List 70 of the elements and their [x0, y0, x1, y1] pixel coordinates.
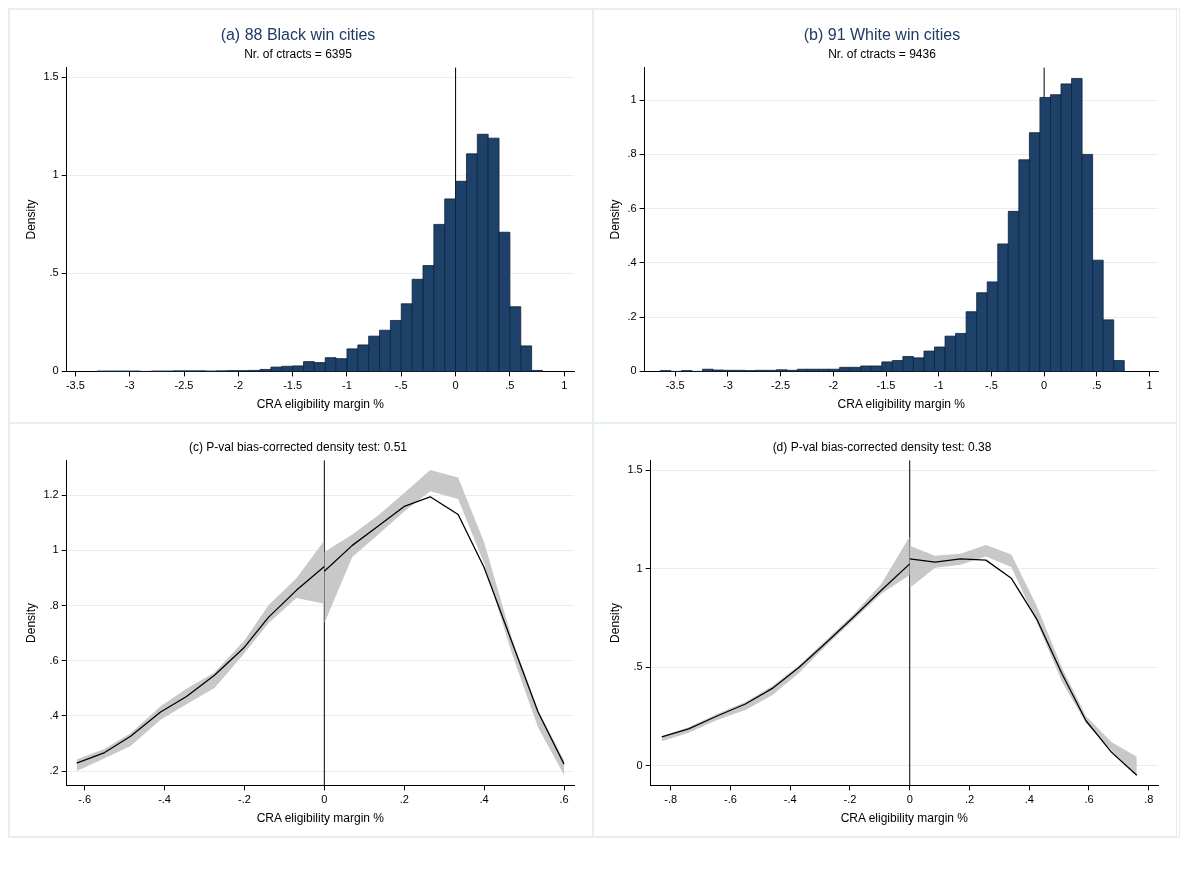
y-tick-label: .8 [627, 147, 637, 160]
y-tick-label: 0 [630, 364, 637, 377]
x-tick-label: -.8 [664, 793, 678, 806]
x-tick-label: -1 [933, 379, 944, 392]
y-tick-label: 0 [636, 758, 643, 771]
x-tick-label: -2.5 [174, 379, 194, 392]
x-tick-label: -.4 [158, 793, 171, 806]
x-tick-label: .8 [1144, 793, 1154, 806]
x-tick-label: .5 [505, 379, 515, 392]
x-tick-label: -3.5 [665, 379, 685, 392]
y-tick-label: .8 [49, 598, 59, 611]
chart-title: (c) P-val bias-corrected density test: 0.51 [188, 439, 408, 454]
y-tick-label: .5 [49, 266, 59, 279]
x-tick-label: -2.5 [771, 379, 791, 392]
x-tick-label: -2 [828, 379, 839, 392]
x-tick-label: .6 [1084, 793, 1094, 806]
y-axis-title: Density [607, 199, 622, 240]
y-tick-label: 1 [630, 93, 637, 106]
y-tick-label: 1.5 [627, 463, 643, 476]
x-axis-title: CRA eligibility margin % [840, 811, 969, 826]
x-tick-label: -.2 [238, 793, 251, 806]
x-tick-label: 0 [452, 379, 459, 392]
x-axis-title: CRA eligibility margin % [256, 397, 385, 412]
x-tick-label: -.6 [724, 793, 737, 806]
chart-title: (d) P-val bias-corrected density test: 0.38 [772, 439, 992, 454]
y-tick-label: 0 [52, 364, 59, 377]
chart-subtitle: Nr. of ctracts = 6395 [244, 46, 353, 61]
y-axis-title: Density [23, 602, 38, 643]
x-axis-title: CRA eligibility margin % [256, 811, 385, 826]
x-tick-label: -.6 [78, 793, 92, 806]
y-tick-label: .4 [49, 708, 59, 721]
x-tick-label: -.5 [985, 379, 998, 392]
x-tick-label: 1 [561, 379, 568, 392]
y-tick-label: 1 [52, 168, 59, 181]
x-axis-title: CRA eligibility margin % [837, 397, 966, 412]
y-tick-label: .2 [627, 310, 637, 323]
x-tick-label: -.2 [843, 793, 857, 806]
y-tick-label: .4 [627, 255, 637, 268]
x-tick-label: 0 [1041, 379, 1048, 392]
x-tick-label: -.4 [783, 793, 797, 806]
x-tick-label: .4 [479, 793, 489, 806]
y-tick-label: 1 [636, 561, 643, 574]
y-tick-label: 1 [52, 543, 59, 556]
x-tick-label: -3 [124, 379, 135, 392]
y-axis-title: Density [23, 199, 38, 240]
x-tick-label: .2 [399, 793, 409, 806]
y-tick-label: 1.5 [43, 70, 59, 83]
y-tick-label: .2 [49, 764, 59, 777]
x-tick-label: -1.5 [283, 379, 303, 392]
x-tick-label: 0 [321, 793, 328, 806]
x-tick-label: -2 [233, 379, 244, 392]
x-tick-label: .5 [1092, 379, 1102, 392]
chart-title: (a) 88 Black win cities [220, 26, 376, 44]
x-tick-label: .4 [1024, 793, 1034, 806]
x-tick-label: -1 [342, 379, 352, 392]
y-tick-label: .6 [49, 653, 59, 666]
y-axis-title: Density [607, 602, 622, 643]
chart-subtitle: Nr. of ctracts = 9436 [828, 46, 937, 61]
x-tick-label: 1 [1146, 379, 1153, 392]
x-tick-label: .2 [964, 793, 975, 806]
x-tick-label: -1.5 [876, 379, 896, 392]
y-tick-label: .6 [627, 201, 637, 214]
chart-title: (b) 91 White win cities [803, 26, 961, 44]
x-tick-label: -3.5 [65, 379, 85, 392]
x-tick-label: .6 [559, 793, 569, 806]
x-tick-label: -3 [722, 379, 733, 392]
x-tick-label: 0 [906, 793, 913, 806]
x-tick-label: -.5 [394, 379, 408, 392]
y-tick-label: 1.2 [43, 488, 59, 501]
y-tick-label: .5 [633, 660, 643, 673]
